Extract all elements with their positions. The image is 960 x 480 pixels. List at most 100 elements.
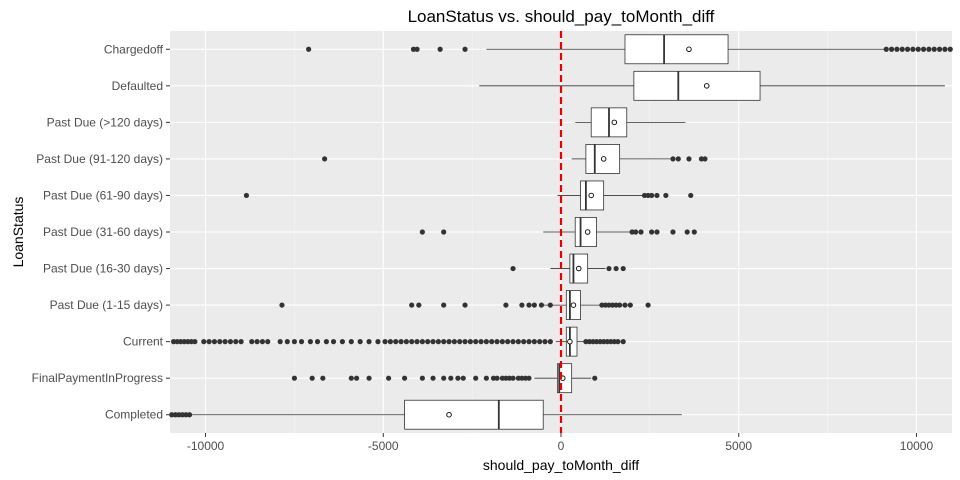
outlier-point (323, 339, 329, 345)
outlier-point (169, 412, 175, 418)
outlier-point (702, 156, 708, 162)
mean-marker (588, 192, 594, 199)
outlier-point (320, 375, 326, 381)
outlier-point (515, 375, 521, 381)
outlier-point (592, 375, 598, 381)
outlier-point (206, 339, 212, 345)
mean-marker (611, 119, 618, 126)
outlier-point (473, 339, 479, 345)
outlier-point (688, 192, 694, 199)
outlier-point (354, 375, 360, 381)
outlier-point (622, 302, 628, 308)
outlier-point (222, 339, 228, 345)
box-iqr (633, 70, 761, 101)
x-axis-ticks: -10000 -5000 0 5000 10000 (187, 433, 934, 453)
outlier-point (920, 46, 927, 52)
box-1 (479, 70, 945, 101)
outlier-point (620, 265, 626, 272)
outlier-point (188, 339, 194, 345)
outlier-point (627, 302, 633, 308)
x-axis-title: should_pay_toMonth_diff (483, 457, 639, 473)
outlier-point (348, 375, 354, 381)
outlier-point (357, 339, 363, 345)
outlier-point (613, 265, 619, 272)
outlier-point (314, 339, 321, 345)
outlier-point (249, 339, 255, 345)
box-6 (510, 253, 626, 284)
outlier-point (339, 339, 345, 345)
outlier-point (645, 192, 651, 199)
outlier-point (505, 339, 511, 345)
outlier-point (306, 46, 312, 52)
outlier-point (441, 229, 447, 235)
outlier-point (691, 229, 697, 235)
mean-marker (567, 338, 573, 345)
outlier-point (654, 192, 660, 199)
y-axis-ticks: Chargedoff Defaulted Past Due (>120 days) P… (32, 42, 170, 422)
outlier-point (186, 412, 193, 418)
outlier-point (494, 375, 500, 381)
outlier-point (455, 375, 461, 381)
outlier-point (547, 339, 553, 345)
outlier-point (531, 302, 537, 308)
box-iqr (404, 399, 544, 430)
outlier-point (473, 375, 479, 381)
outlier-point (942, 46, 948, 52)
mean-marker (570, 302, 577, 308)
y-axis-title: LoanStatus (10, 197, 26, 268)
y-tick-label: FinalPaymentInProgress (32, 371, 163, 385)
outlier-point (386, 375, 392, 381)
outlier-point (609, 302, 616, 308)
box-iqr (624, 34, 729, 65)
outlier-point (601, 339, 607, 345)
outlier-point (547, 302, 553, 308)
y-tick-label: Chargedoff (104, 42, 164, 56)
outlier-point (254, 339, 260, 345)
outlier-point (542, 339, 548, 345)
outlier-point (348, 339, 354, 345)
outlier-point (387, 339, 393, 345)
outlier-point (641, 192, 648, 199)
outlier-point (521, 339, 527, 345)
outlier-point (629, 229, 635, 235)
outlier-point (611, 339, 617, 345)
outlier-point (410, 46, 417, 52)
box-9 (291, 363, 598, 394)
outlier-point (904, 46, 911, 52)
outlier-point (298, 339, 305, 345)
mean-marker (600, 156, 607, 162)
outlier-point (931, 46, 937, 52)
x-tick-label: 10000 (900, 439, 934, 453)
outlier-point (522, 375, 529, 381)
outlier-point (170, 339, 177, 345)
outlier-point (265, 339, 271, 345)
outlier-point (309, 375, 315, 381)
outlier-point (419, 375, 425, 381)
x-tick-label: -5000 (368, 439, 399, 453)
outlier-point (419, 339, 425, 345)
outlier-point (663, 192, 669, 199)
outlier-point (503, 302, 509, 308)
outlier-point (593, 339, 600, 345)
mean-marker (686, 46, 692, 53)
outlier-point (526, 302, 532, 308)
mean-marker (446, 411, 452, 418)
outlier-point (402, 375, 408, 381)
outlier-point (462, 302, 468, 308)
outlier-point (686, 156, 692, 162)
outlier-point (291, 339, 298, 345)
outlier-point (936, 46, 943, 52)
outlier-point (670, 156, 676, 162)
outlier-point (462, 46, 468, 52)
outlier-point (894, 46, 900, 52)
outlier-point (613, 302, 619, 308)
outlier-point (425, 339, 431, 345)
outlier-point (435, 339, 441, 345)
outlier-point (393, 339, 399, 345)
outlier-point (675, 156, 681, 162)
outlier-point (489, 339, 495, 345)
box-5 (419, 217, 697, 247)
outlier-point (531, 339, 537, 345)
outlier-point (633, 229, 639, 235)
outlier-point (494, 339, 500, 345)
